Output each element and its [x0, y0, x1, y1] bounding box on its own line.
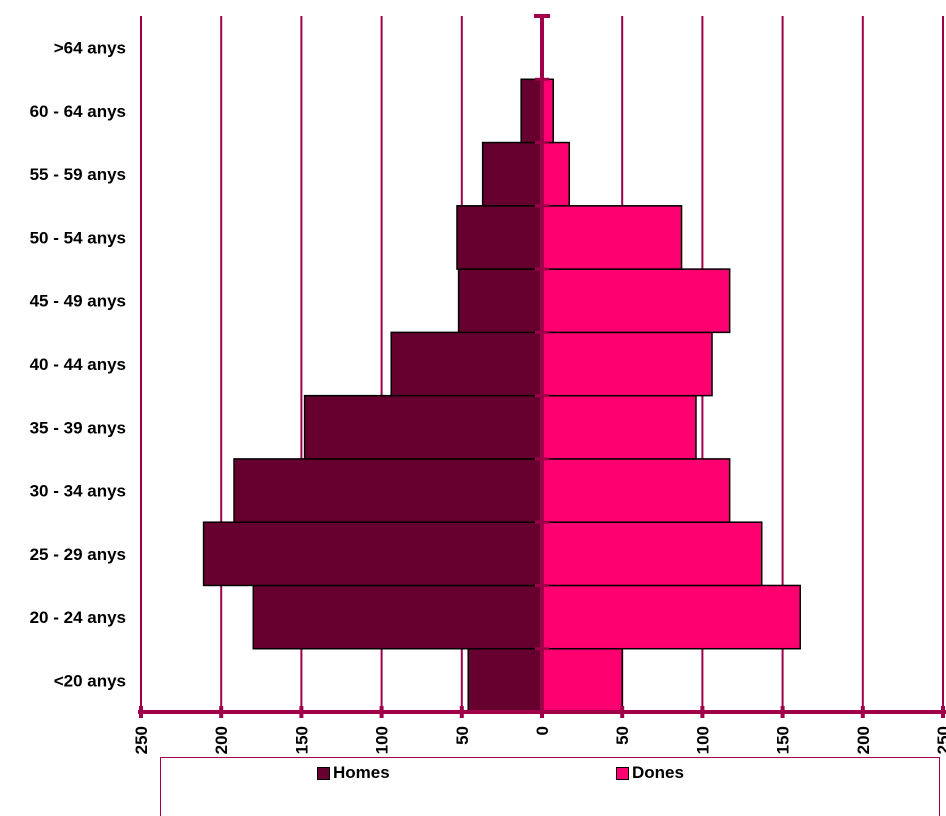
- legend-swatch-dones: [616, 766, 629, 780]
- y-axis-labels: <20 anys 20 - 24 anys 25 - 29 anys 30 - 34 …: [30, 39, 126, 691]
- legend-item-dones: Dones: [616, 763, 684, 783]
- bar-dones-0: [541, 647, 623, 713]
- bar-homes-9: [520, 78, 543, 144]
- bar-homes-1: [252, 584, 543, 650]
- y-label-3: 30 - 34 anys: [30, 482, 126, 501]
- legend-item-homes: Homes: [317, 763, 390, 783]
- y-label-7: 50 - 54 anys: [30, 228, 126, 247]
- x-label-2: 150: [292, 726, 311, 754]
- bar-homes-2: [202, 521, 543, 587]
- x-label-3: 100: [373, 726, 392, 754]
- y-label-2: 25 - 29 anys: [30, 545, 126, 564]
- bars: [202, 78, 801, 713]
- legend: Homes Dones: [160, 757, 940, 816]
- x-axis-labels: 250 200 150 100 50 0 50 100 150 200 250: [132, 726, 946, 754]
- x-label-4: 50: [453, 726, 472, 745]
- y-label-8: 55 - 59 anys: [30, 165, 126, 184]
- bar-homes-7: [456, 205, 543, 270]
- x-label-7: 100: [693, 726, 712, 754]
- x-label-1: 200: [212, 726, 231, 754]
- bar-dones-7: [541, 205, 683, 270]
- bar-dones-5: [541, 331, 713, 397]
- y-label-1: 20 - 24 anys: [30, 608, 126, 627]
- bar-homes-4: [303, 394, 543, 460]
- x-label-9: 200: [854, 726, 873, 754]
- y-label-4: 35 - 39 anys: [30, 418, 126, 437]
- bar-dones-3: [541, 458, 731, 523]
- bar-dones-4: [541, 394, 697, 460]
- bar-dones-1: [541, 584, 801, 650]
- axes: [138, 14, 946, 718]
- x-label-5: 0: [533, 726, 552, 735]
- y-label-6: 45 - 49 anys: [30, 292, 126, 311]
- x-label-6: 50: [613, 726, 632, 745]
- legend-label-dones: Dones: [632, 763, 684, 782]
- bar-dones-8: [541, 141, 571, 207]
- bar-homes-8: [481, 141, 543, 207]
- bar-homes-3: [233, 458, 543, 523]
- y-label-9: 60 - 64 anys: [30, 102, 126, 121]
- x-label-10: 250: [934, 726, 946, 754]
- population-pyramid-chart: <20 anys 20 - 24 anys 25 - 29 anys 30 - 34 …: [30, 14, 946, 754]
- x-label-8: 150: [774, 726, 793, 754]
- bar-dones-2: [541, 521, 763, 587]
- bar-homes-5: [390, 331, 543, 397]
- y-label-5: 40 - 44 anys: [30, 355, 126, 374]
- y-label-10: >64 anys: [54, 39, 126, 58]
- bar-homes-0: [467, 647, 543, 713]
- bar-dones-6: [541, 268, 731, 334]
- legend-label-homes: Homes: [333, 763, 390, 782]
- y-label-0: <20 anys: [54, 671, 126, 690]
- x-label-0: 250: [132, 726, 151, 754]
- legend-swatch-homes: [317, 766, 330, 780]
- bar-homes-6: [457, 268, 543, 334]
